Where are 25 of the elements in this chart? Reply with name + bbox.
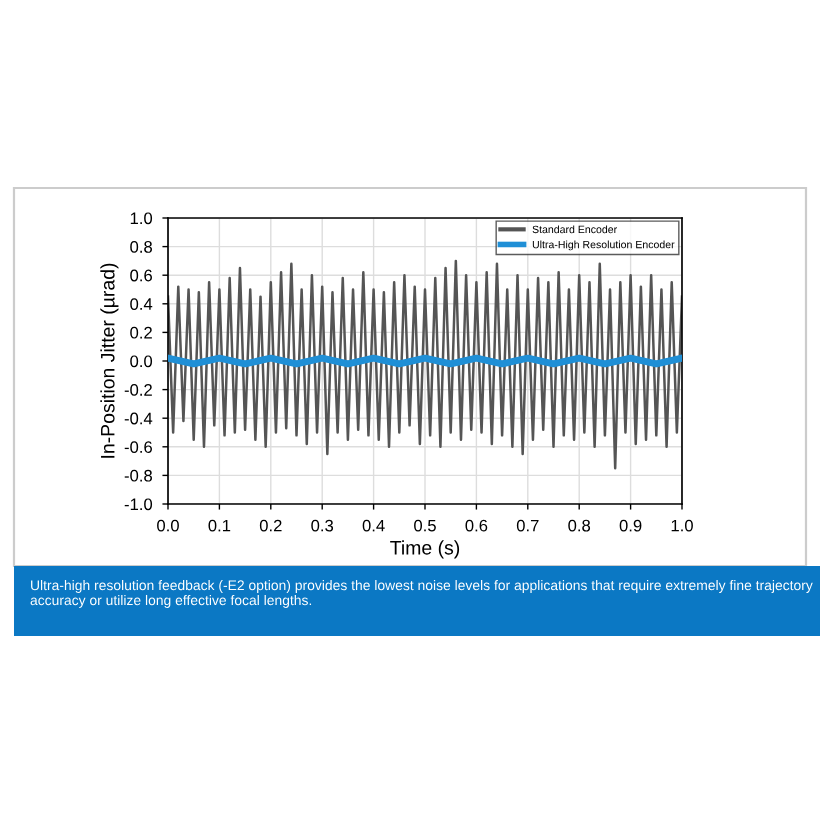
y-axis-title: In-Position Jitter (µrad) bbox=[100, 263, 119, 458]
x-tick-label: 0.4 bbox=[362, 519, 385, 532]
x-tick-label: 0.8 bbox=[568, 519, 591, 532]
x-tick-label: 1.0 bbox=[671, 519, 693, 532]
x-axis-title: Time (s) bbox=[390, 540, 460, 559]
y-tick-label: -0.4 bbox=[124, 412, 153, 425]
x-tick-label: 0.1 bbox=[208, 519, 231, 532]
y-tick-label: -0.8 bbox=[124, 469, 152, 482]
y-tick-label: -0.2 bbox=[124, 384, 152, 396]
x-tick-label: 0.6 bbox=[465, 519, 488, 532]
y-tick-label: -0.6 bbox=[124, 441, 152, 453]
x-tick-label: 0.7 bbox=[516, 519, 539, 532]
y-tick-label: 1.0 bbox=[130, 212, 153, 225]
y-tick-label: 0.2 bbox=[130, 326, 152, 339]
y-tick-label: 0.4 bbox=[130, 298, 153, 310]
x-tick-label: 0.9 bbox=[619, 519, 642, 532]
x-tick-label: 0.5 bbox=[414, 519, 436, 532]
line-series bbox=[168, 259, 682, 470]
y-tick-label: -1.0 bbox=[124, 498, 153, 511]
y-tick-label: 0.0 bbox=[130, 355, 153, 368]
x-tick-label: 0.2 bbox=[259, 519, 282, 532]
x-tick-label: 0.0 bbox=[157, 519, 179, 532]
x-tick-label: 0.3 bbox=[311, 519, 334, 532]
y-tick-label: 0.8 bbox=[130, 241, 152, 253]
y-tick-label: 0.6 bbox=[130, 269, 152, 282]
